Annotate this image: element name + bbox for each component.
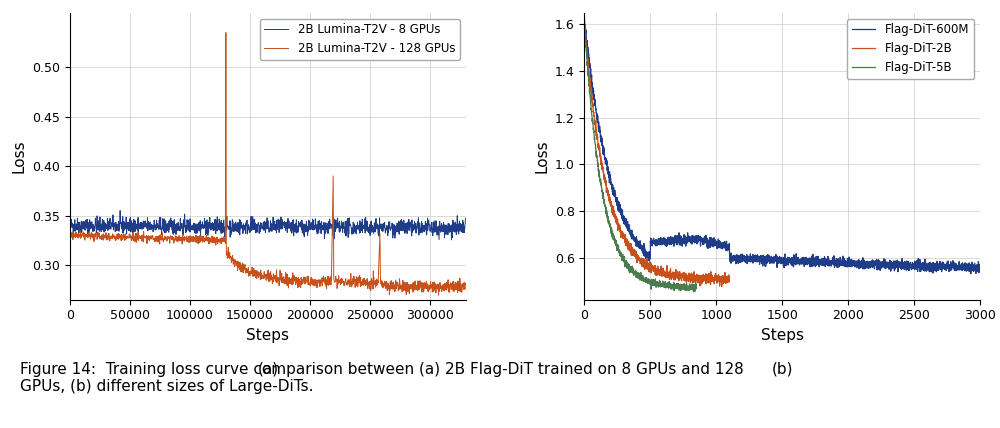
2B Lumina-T2V - 8 GPUs — [114, 208, 126, 213]
Flag-DiT-5B — [591, 155, 603, 160]
2B Lumina-T2V - 8 GPUs — [446, 237, 458, 242]
2B Lumina-T2V - 8 GPUs — [242, 224, 254, 229]
Flag-DiT-2B — [716, 284, 728, 289]
Flag-DiT-600M — [578, 14, 590, 19]
2B Lumina-T2V - 128 GPUs — [64, 232, 76, 237]
Legend: Flag-DiT-600M, Flag-DiT-2B, Flag-DiT-5B: Flag-DiT-600M, Flag-DiT-2B, Flag-DiT-5B — [847, 19, 974, 79]
2B Lumina-T2V - 128 GPUs — [433, 292, 445, 297]
2B Lumina-T2V - 8 GPUs — [459, 216, 471, 221]
Flag-DiT-600M — [965, 271, 977, 276]
2B Lumina-T2V - 8 GPUs — [425, 227, 437, 232]
Line: Flag-DiT-5B: Flag-DiT-5B — [584, 23, 696, 292]
Flag-DiT-2B — [578, 23, 590, 28]
Text: (b): (b) — [771, 361, 793, 376]
Line: 2B Lumina-T2V - 128 GPUs: 2B Lumina-T2V - 128 GPUs — [70, 33, 465, 295]
X-axis label: Steps: Steps — [761, 328, 804, 343]
Flag-DiT-2B — [723, 274, 735, 279]
Flag-DiT-2B — [615, 230, 627, 235]
Flag-DiT-600M — [924, 262, 936, 267]
2B Lumina-T2V - 8 GPUs — [64, 221, 76, 226]
Flag-DiT-600M — [624, 226, 636, 231]
2B Lumina-T2V - 128 GPUs — [332, 279, 344, 284]
Flag-DiT-2B — [718, 278, 730, 283]
Line: Flag-DiT-2B: Flag-DiT-2B — [584, 26, 729, 286]
Flag-DiT-5B — [649, 280, 661, 285]
2B Lumina-T2V - 128 GPUs — [161, 238, 173, 244]
2B Lumina-T2V - 128 GPUs — [69, 234, 81, 239]
X-axis label: Steps: Steps — [246, 328, 289, 343]
Flag-DiT-600M — [966, 266, 978, 271]
Flag-DiT-600M — [974, 267, 986, 272]
Flag-DiT-2B — [585, 90, 597, 95]
Flag-DiT-2B — [690, 278, 702, 283]
Flag-DiT-2B — [638, 259, 650, 265]
Flag-DiT-5B — [688, 289, 700, 294]
Flag-DiT-600M — [647, 240, 659, 245]
Flag-DiT-5B — [639, 278, 651, 283]
2B Lumina-T2V - 128 GPUs — [211, 240, 223, 245]
2B Lumina-T2V - 128 GPUs — [186, 237, 198, 242]
Flag-DiT-5B — [578, 20, 590, 25]
2B Lumina-T2V - 8 GPUs — [250, 227, 262, 232]
Flag-DiT-5B — [690, 282, 702, 288]
Text: Figure 14:  Training loss curve comparison between (a) 2B Flag-DiT trained on 8 : Figure 14: Training loss curve compariso… — [20, 362, 744, 394]
2B Lumina-T2V - 128 GPUs — [220, 30, 232, 35]
Flag-DiT-5B — [667, 285, 679, 290]
Line: 2B Lumina-T2V - 8 GPUs: 2B Lumina-T2V - 8 GPUs — [70, 211, 465, 240]
2B Lumina-T2V - 128 GPUs — [459, 282, 471, 287]
2B Lumina-T2V - 8 GPUs — [300, 225, 312, 230]
Text: (a): (a) — [257, 361, 278, 376]
2B Lumina-T2V - 128 GPUs — [302, 278, 314, 283]
Flag-DiT-5B — [690, 285, 702, 291]
Flag-DiT-600M — [747, 255, 759, 260]
Legend: 2B Lumina-T2V - 8 GPUs, 2B Lumina-T2V - 128 GPUs: 2B Lumina-T2V - 8 GPUs, 2B Lumina-T2V - … — [260, 19, 460, 60]
Line: Flag-DiT-600M: Flag-DiT-600M — [584, 17, 980, 274]
Y-axis label: Loss: Loss — [534, 140, 549, 173]
Flag-DiT-600M — [730, 254, 742, 259]
2B Lumina-T2V - 8 GPUs — [95, 223, 107, 228]
Flag-DiT-5B — [645, 279, 657, 284]
Flag-DiT-2B — [590, 125, 602, 131]
2B Lumina-T2V - 8 GPUs — [235, 224, 247, 229]
Y-axis label: Loss: Loss — [12, 140, 27, 173]
